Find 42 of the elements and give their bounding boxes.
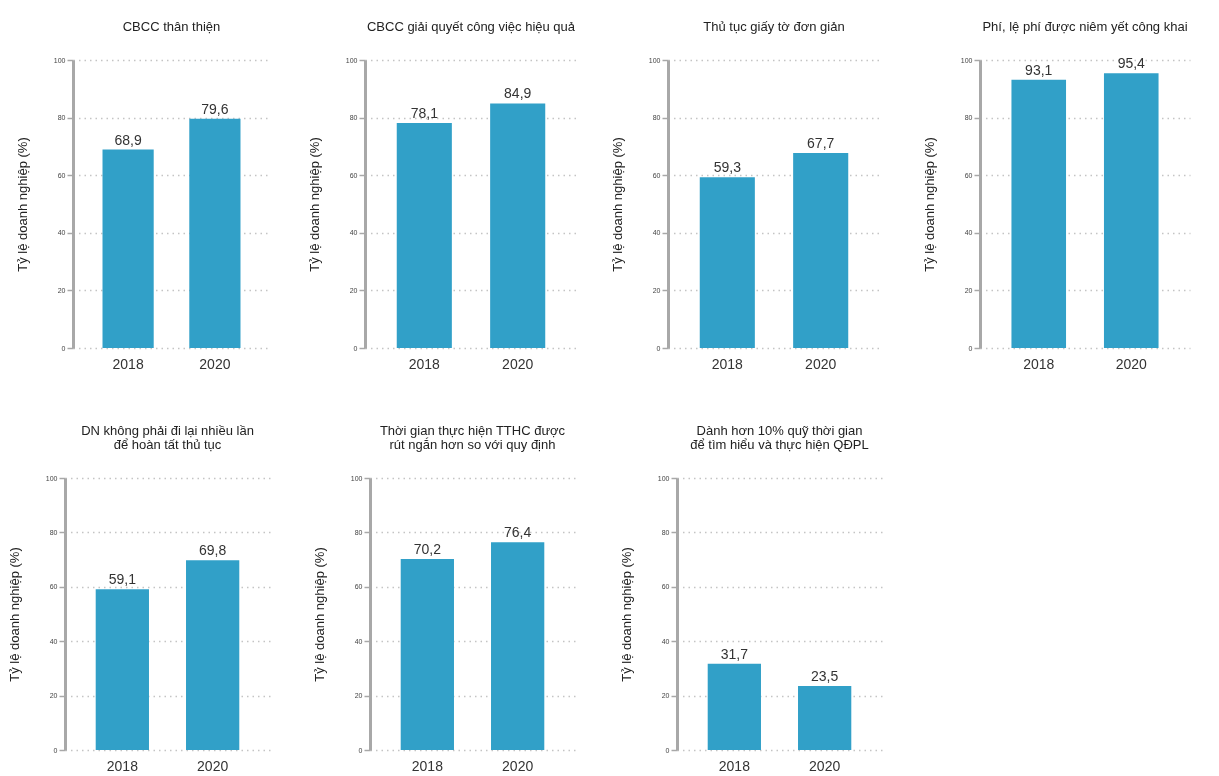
y-axis-title: Tỷ lệ doanh nghiệp (%)	[618, 547, 634, 682]
x-tick-label: 2020	[502, 355, 534, 372]
x-tick-label: 2018	[411, 757, 444, 774]
x-tick-label: 2018	[718, 757, 751, 774]
data-label: 67,7	[807, 135, 835, 152]
x-tick-label: 2020	[1115, 355, 1148, 372]
data-label: 79,6	[201, 100, 229, 117]
chart-title: CBCC giải quyết công việc hiệu quả	[366, 19, 576, 34]
y-axis-title: Tỷ lệ doanh nghiệp (%)	[6, 547, 22, 682]
data-label: 31,7	[720, 645, 749, 662]
chart-title: CBCC thân thiện	[122, 19, 221, 34]
data-label: 69,8	[199, 542, 227, 559]
x-tick-label: 2020	[199, 355, 231, 372]
y-axis-title: Tỷ lệ doanh nghiệp (%)	[306, 137, 322, 272]
data-label: 59,1	[108, 571, 137, 588]
x-tick-label: 2020	[805, 355, 837, 372]
y-axis-title: Tỷ lệ doanh nghiệp (%)	[311, 547, 327, 682]
data-label: 59,3	[713, 159, 742, 176]
x-tick-label: 2018	[711, 355, 744, 372]
chart-title: Dành hơn 10% quỹ thời gian để tìm hiểu và thực hiện QĐPL	[690, 423, 869, 452]
chart-title: Thời gian thực hiện TTHC được rút ngắn hơn so với quy định	[379, 423, 566, 452]
data-label: 78,1	[410, 105, 439, 122]
x-tick-label: 2020	[502, 757, 534, 774]
chart-title: Phí, lệ phí được niêm yết công khai	[982, 19, 1188, 34]
x-tick-label: 2018	[408, 355, 441, 372]
data-label: 93,1	[1025, 61, 1053, 78]
data-label: 95,4	[1117, 55, 1146, 72]
data-label: 70,2	[413, 541, 442, 558]
y-axis-title: Tỷ lệ doanh nghiệp (%)	[14, 137, 30, 272]
x-tick-label: 2020	[809, 757, 841, 774]
chart-title: DN không phải đi lại nhiều lần để hoàn tất thủ tục	[81, 423, 254, 452]
y-axis-title: Tỷ lệ doanh nghiệp (%)	[921, 137, 937, 272]
data-label: 23,5	[811, 668, 839, 685]
x-tick-label: 2018	[112, 355, 144, 372]
y-axis-title: Tỷ lệ doanh nghiệp (%)	[609, 137, 625, 272]
x-tick-label: 2018	[106, 757, 139, 774]
x-tick-label: 2020	[197, 757, 229, 774]
data-label: 84,9	[504, 85, 532, 102]
data-label: 68,9	[114, 131, 142, 148]
chart-title: Thủ tục giấy tờ đơn giản	[703, 19, 845, 34]
x-tick-label: 2018	[1023, 355, 1055, 372]
data-label: 76,4	[504, 524, 532, 541]
